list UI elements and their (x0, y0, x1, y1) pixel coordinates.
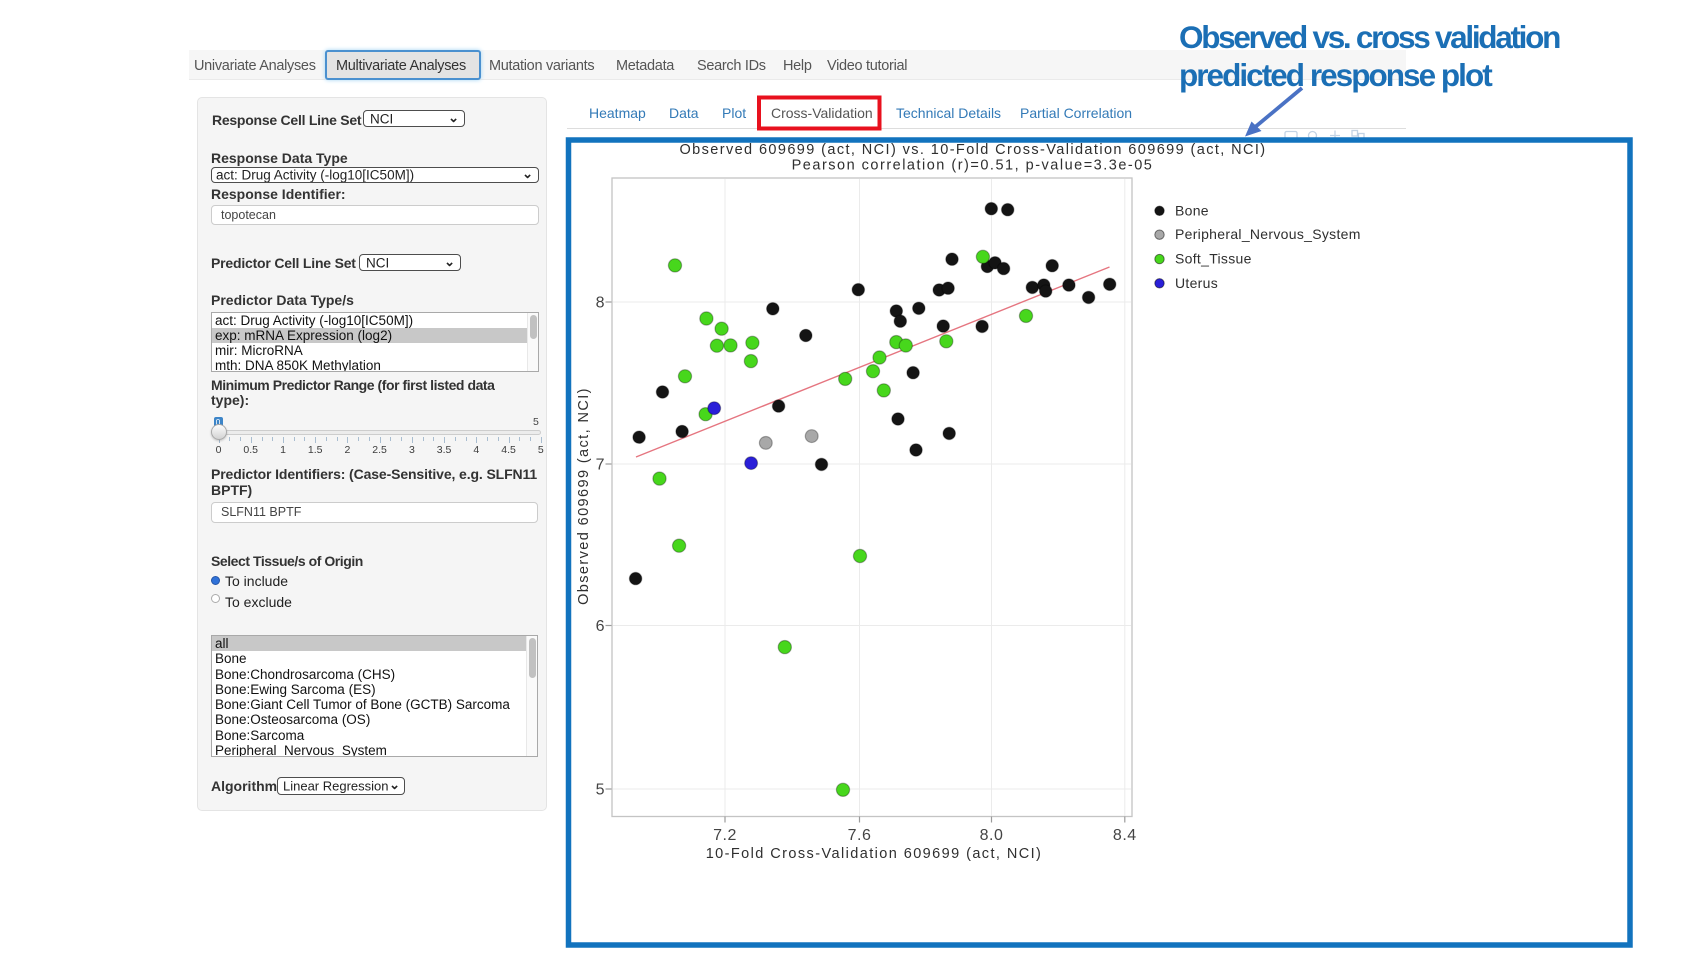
svg-text:8: 8 (596, 295, 605, 312)
svg-text:7: 7 (596, 457, 605, 474)
svg-text:Peripheral_Nervous_System: Peripheral_Nervous_System (1175, 226, 1361, 242)
svg-text:Observed 609699 (act, NCI): Observed 609699 (act, NCI) (576, 387, 592, 605)
svg-text:predicted response plot: predicted response plot (1179, 57, 1493, 93)
svg-text:Soft_Tissue: Soft_Tissue (1175, 251, 1252, 267)
svg-text:6: 6 (596, 618, 605, 635)
svg-text:7.6: 7.6 (848, 827, 872, 844)
svg-text:Observed vs. cross validation: Observed vs. cross validation (1179, 19, 1560, 55)
svg-text:5: 5 (596, 782, 605, 799)
svg-text:10-Fold Cross-Validation 60969: 10-Fold Cross-Validation 609699 (act, NC… (706, 846, 1043, 862)
svg-text:Observed 609699 (act, NCI) vs.: Observed 609699 (act, NCI) vs. 10-Fold C… (679, 142, 1266, 158)
svg-text:7.2: 7.2 (713, 827, 737, 844)
svg-text:8.4: 8.4 (1113, 827, 1137, 844)
svg-text:8.0: 8.0 (980, 827, 1004, 844)
svg-text:Uterus: Uterus (1175, 275, 1218, 291)
svg-text:Pearson correlation (r)=0.51,: Pearson correlation (r)=0.51, p-value=3.… (792, 158, 1154, 174)
svg-text:Bone: Bone (1175, 202, 1209, 218)
